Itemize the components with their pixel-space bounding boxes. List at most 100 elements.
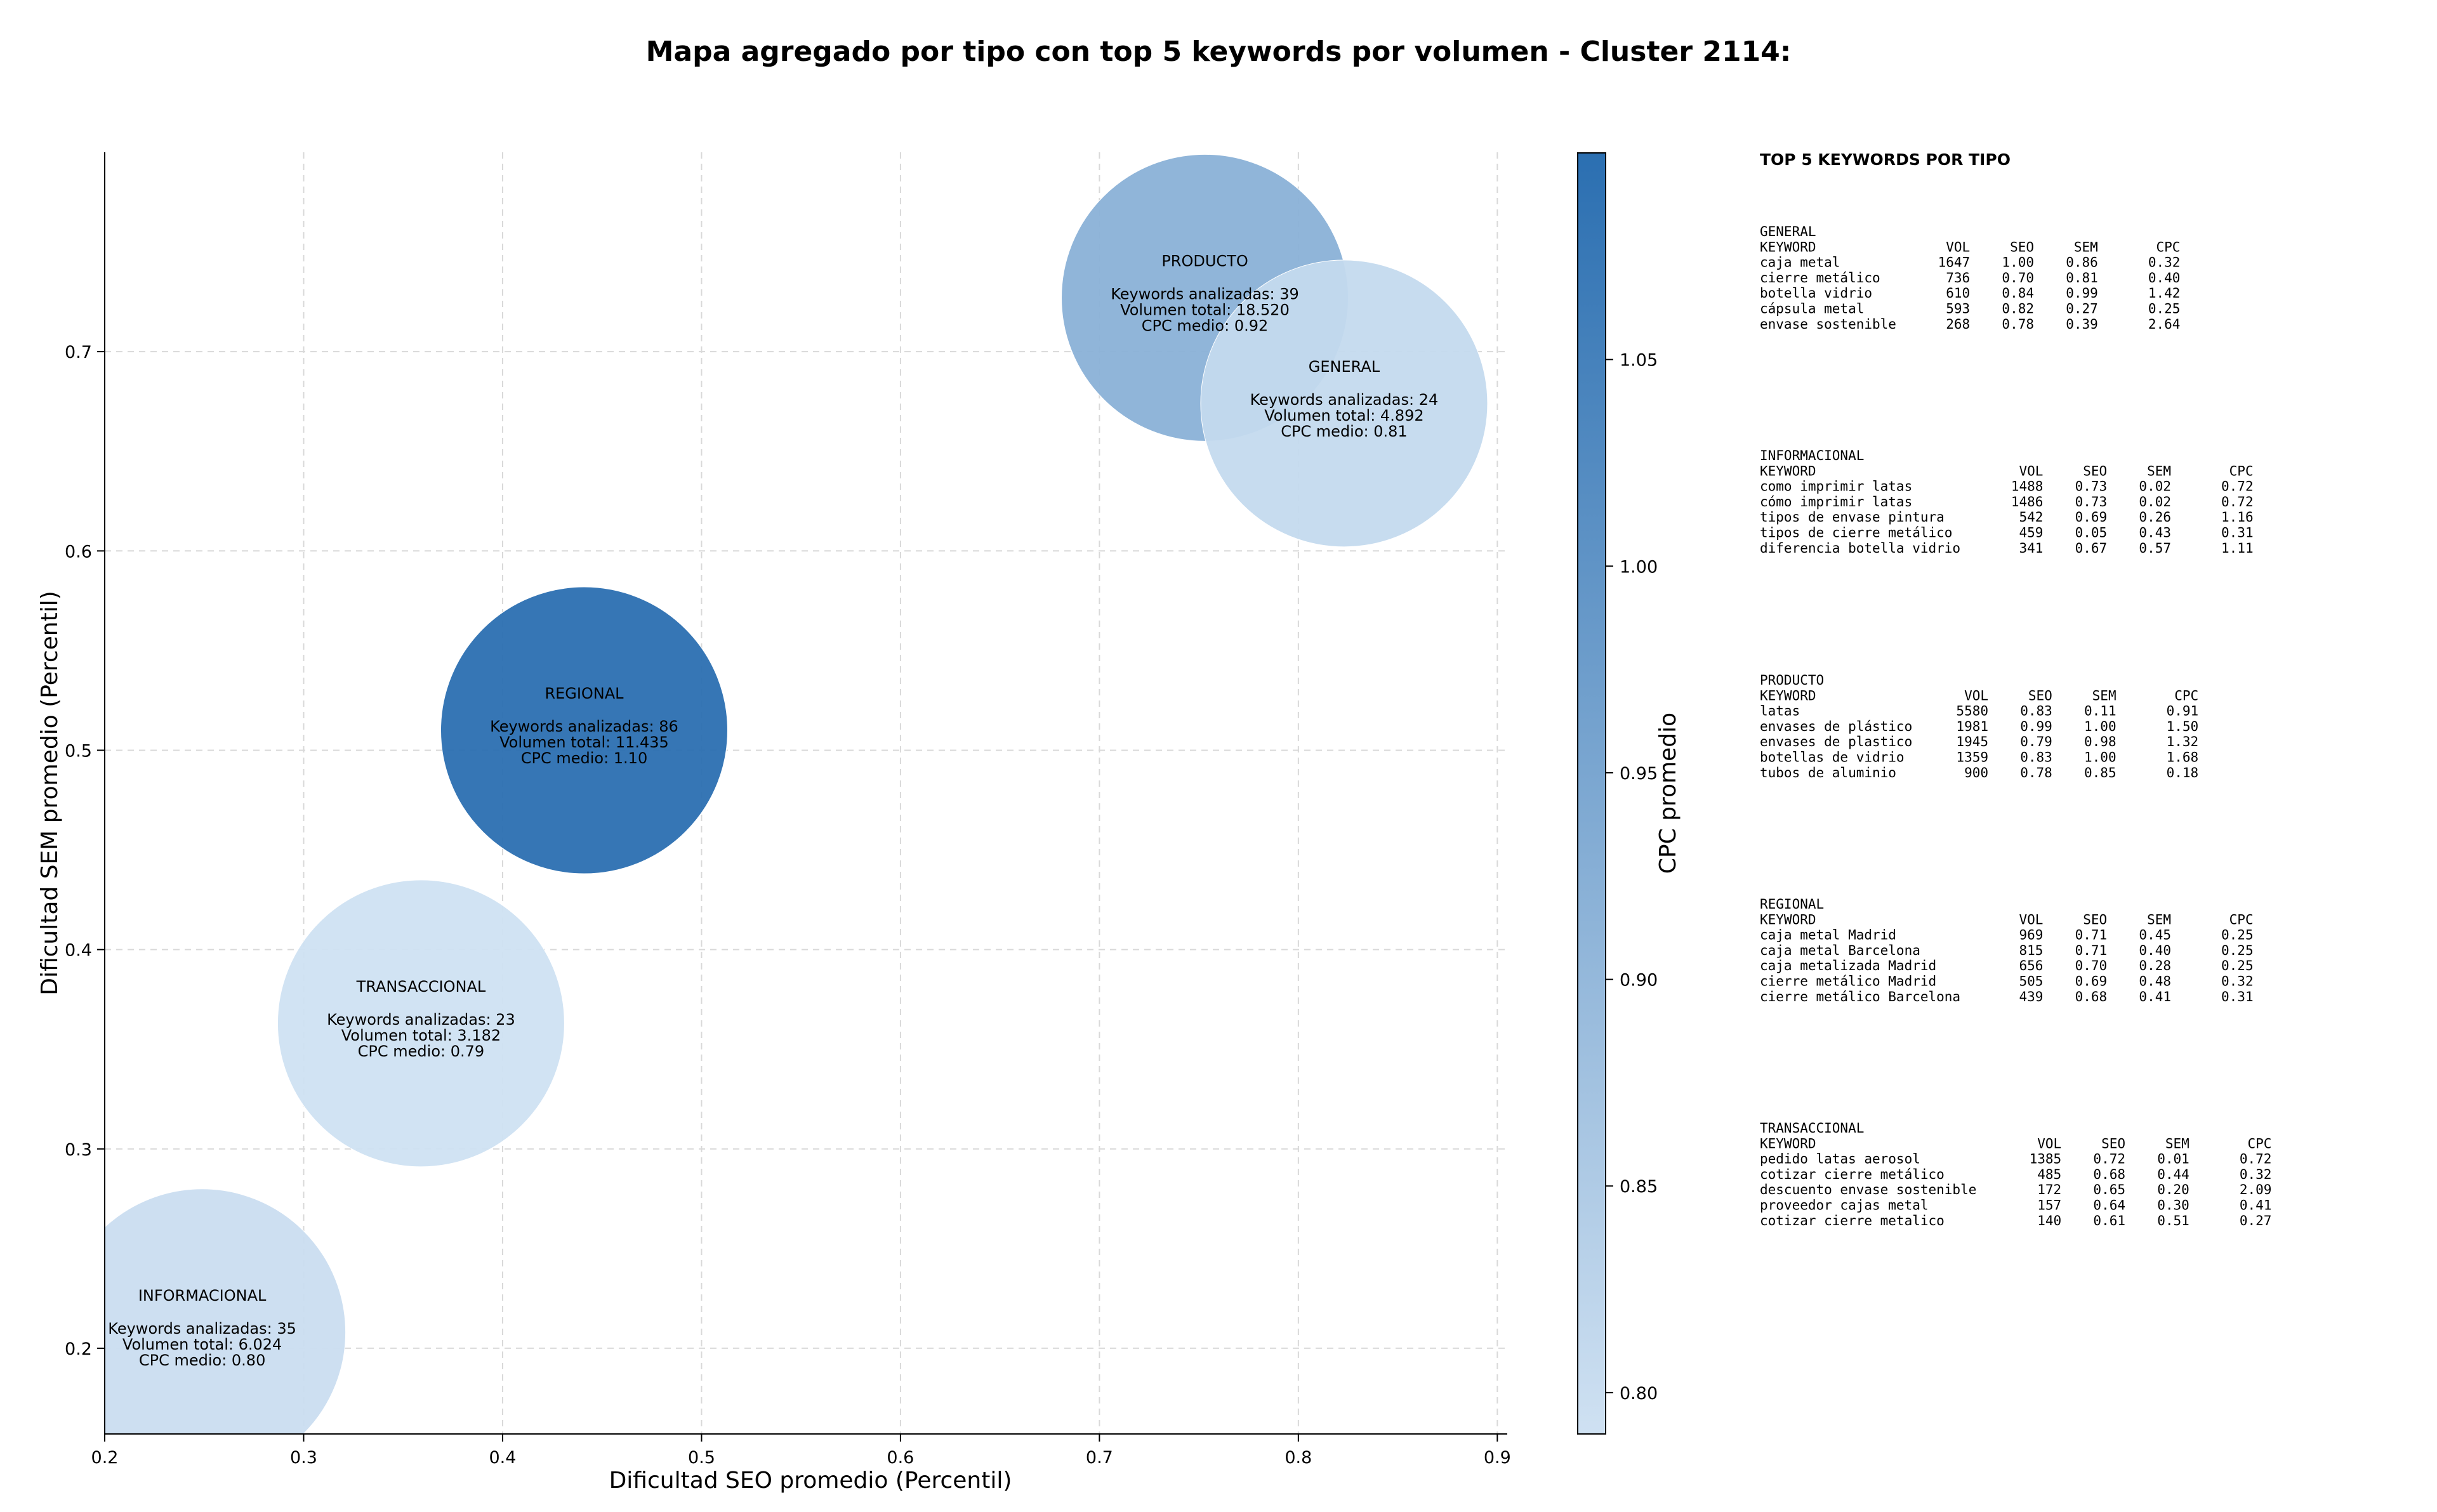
keyword-group-title: REGIONAL [1760,897,1824,912]
colorbar-gradient [1577,152,1606,1435]
side-panel-groups: GENERAL KEYWORD VOL SEO SEM CPC caja metal 1647… [1760,224,2271,1228]
keyword-value-cell: 0.84 [2002,286,2034,301]
keyword-value-cell: 610 [1946,286,1970,301]
keyword-value-cell: 0.48 [2139,974,2171,989]
keyword-row: descuento envase sostenible 172 0.65 0.20 2.… [1760,1182,2271,1197]
colorbar-tick-label: 1.05 [1620,351,1658,371]
keyword-value-cell: 593 [1946,301,1970,317]
keyword-value-cell: 0.32 [2240,1167,2272,1182]
colorbar-tick-label: 0.85 [1620,1177,1658,1197]
keyword-row: proveedor cajas metal 157 0.64 0.30 0.41 [1760,1198,2271,1213]
keyword-value-cell: 1.00 [2084,719,2117,734]
keyword-row: caja metal Barcelona 815 0.71 0.40 0.25 [1760,943,2254,958]
y-tick-label: 0.2 [65,1339,92,1359]
keyword-value-cell: 459 [2019,525,2043,541]
bubble-label-line: Volumen total: 11.435 [499,733,669,751]
keyword-header-seo: SEO [2083,912,2107,927]
keyword-row: cápsula metal 593 0.82 0.27 0.25 [1760,301,2180,317]
x-ticks: 0.2 0.3 0.4 0.5 0.6 0.7 0.8 0.9 [91,1434,1511,1468]
keyword-header-vol: VOL [2037,1136,2061,1151]
keyword-value-cell: 0.57 [2139,541,2171,556]
keyword-cell: descuento envase sostenible [1760,1182,1976,1197]
side-panel-title: TOP 5 KEYWORDS POR TIPO [1760,150,2011,169]
keyword-value-cell: 1.42 [2148,286,2181,301]
keyword-value-cell: 0.31 [2221,989,2254,1004]
keyword-row: pedido latas aerosol 1385 0.72 0.01 0.72 [1760,1152,2271,1167]
keyword-value-cell: 0.01 [2157,1152,2189,1167]
keyword-value-cell: 0.20 [2157,1182,2189,1197]
keyword-row: tipos de envase pintura 542 0.69 0.26 1.16 [1760,509,2254,525]
keyword-value-cell: 2.09 [2240,1182,2272,1197]
colorbar-tick-label: 1.00 [1620,557,1658,577]
bubble-label-line: Keywords analizadas: 23 [327,1011,515,1029]
keyword-value-cell: 0.78 [2002,317,2034,332]
keyword-value-cell: 0.83 [2020,704,2052,719]
keyword-header-seo: SEO [2028,688,2052,703]
y-tick-label: 0.3 [65,1140,92,1160]
keyword-row: caja metal 1647 1.00 0.86 0.32 [1760,255,2180,270]
y-axis-label: Dificultad SEM promedio (Percentil) [37,591,63,996]
keyword-value-cell: 0.30 [2157,1198,2189,1213]
keyword-row: latas 5580 0.83 0.11 0.91 [1760,704,2198,719]
keyword-value-cell: 0.91 [2167,704,2199,719]
keyword-cell: como imprimir latas [1760,479,1912,494]
keyword-header-vol: VOL [2019,463,2043,478]
keyword-value-cell: 0.69 [2075,509,2108,525]
keyword-cell: caja metal [1760,255,1840,270]
keyword-value-cell: 0.71 [2075,928,2108,943]
colorbar: 0.80 0.85 0.90 0.95 1.00 1.05 CPC promedio [1577,152,1681,1435]
keyword-cell: cotizar cierre metálico [1760,1167,1945,1182]
keyword-value-cell: 5580 [1956,704,1988,719]
bubble-label-line: CPC medio: 0.81 [1281,423,1408,440]
keyword-value-cell: 1.50 [2167,719,2199,734]
bubble-label-line: Volumen total: 4.892 [1264,407,1423,424]
keyword-row: caja metal Madrid 969 0.71 0.45 0.25 [1760,928,2254,943]
bubble-informacional [105,1188,347,1434]
keyword-header-keyword: KEYWORD [1760,1136,1816,1151]
keyword-cell: pedido latas aerosol [1760,1152,1920,1167]
keyword-value-cell: 140 [2037,1213,2061,1228]
keyword-cell: latas [1760,704,1800,719]
keyword-group-title: GENERAL [1760,224,1816,239]
keyword-value-cell: 1.32 [2167,734,2199,749]
keyword-row: cierre metálico Madrid 505 0.69 0.48 0.32 [1760,974,2254,989]
keyword-value-cell: 0.51 [2157,1213,2189,1228]
keyword-value-cell: 0.79 [2020,734,2052,749]
keyword-header-sem: SEM [2165,1136,2189,1151]
keyword-value-cell: 0.05 [2075,525,2108,541]
keyword-value-cell: 0.11 [2084,704,2117,719]
keyword-value-cell: 0.85 [2084,765,2117,780]
keyword-value-cell: 0.44 [2157,1167,2189,1182]
keyword-cell: cierre metálico Madrid [1760,974,1936,989]
x-tick-label: 0.9 [1484,1448,1511,1468]
keyword-cell: caja metal Madrid [1760,928,1896,943]
keyword-value-cell: 0.40 [2139,943,2171,958]
keyword-value-cell: 1647 [1938,255,1971,270]
keyword-value-cell: 1945 [1956,734,1988,749]
keyword-row: envases de plastico 1945 0.79 0.98 1.32 [1760,734,2198,749]
keyword-value-cell: 0.99 [2066,286,2098,301]
keyword-value-cell: 0.40 [2148,270,2181,286]
keyword-cell: caja metal Barcelona [1760,943,1920,958]
bubble-label-name: GENERAL [1309,358,1380,376]
keyword-value-cell: 1.16 [2221,509,2254,525]
keyword-header-sem: SEM [2147,463,2171,478]
keyword-header-seo: SEO [2083,463,2107,478]
bubble-label-name: PRODUCTO [1161,252,1248,270]
keyword-value-cell: 0.72 [2240,1152,2272,1167]
keyword-value-cell: 0.98 [2084,734,2117,749]
keyword-group-title: INFORMACIONAL [1760,448,1864,463]
keyword-header-vol: VOL [2019,912,2043,927]
x-tick-label: 0.4 [489,1448,516,1468]
keyword-header-cpc: CPC [2174,688,2198,703]
keyword-value-cell: 0.81 [2066,270,2098,286]
keyword-header-sem: SEM [2092,688,2117,703]
x-axis-label: Dificultad SEO promedio (Percentil) [609,1468,1012,1494]
bubble-label-line: CPC medio: 1.10 [521,749,648,767]
keyword-value-cell: 969 [2019,928,2043,943]
keyword-value-cell: 1385 [2030,1152,2062,1167]
keyword-value-cell: 1981 [1956,719,1988,734]
